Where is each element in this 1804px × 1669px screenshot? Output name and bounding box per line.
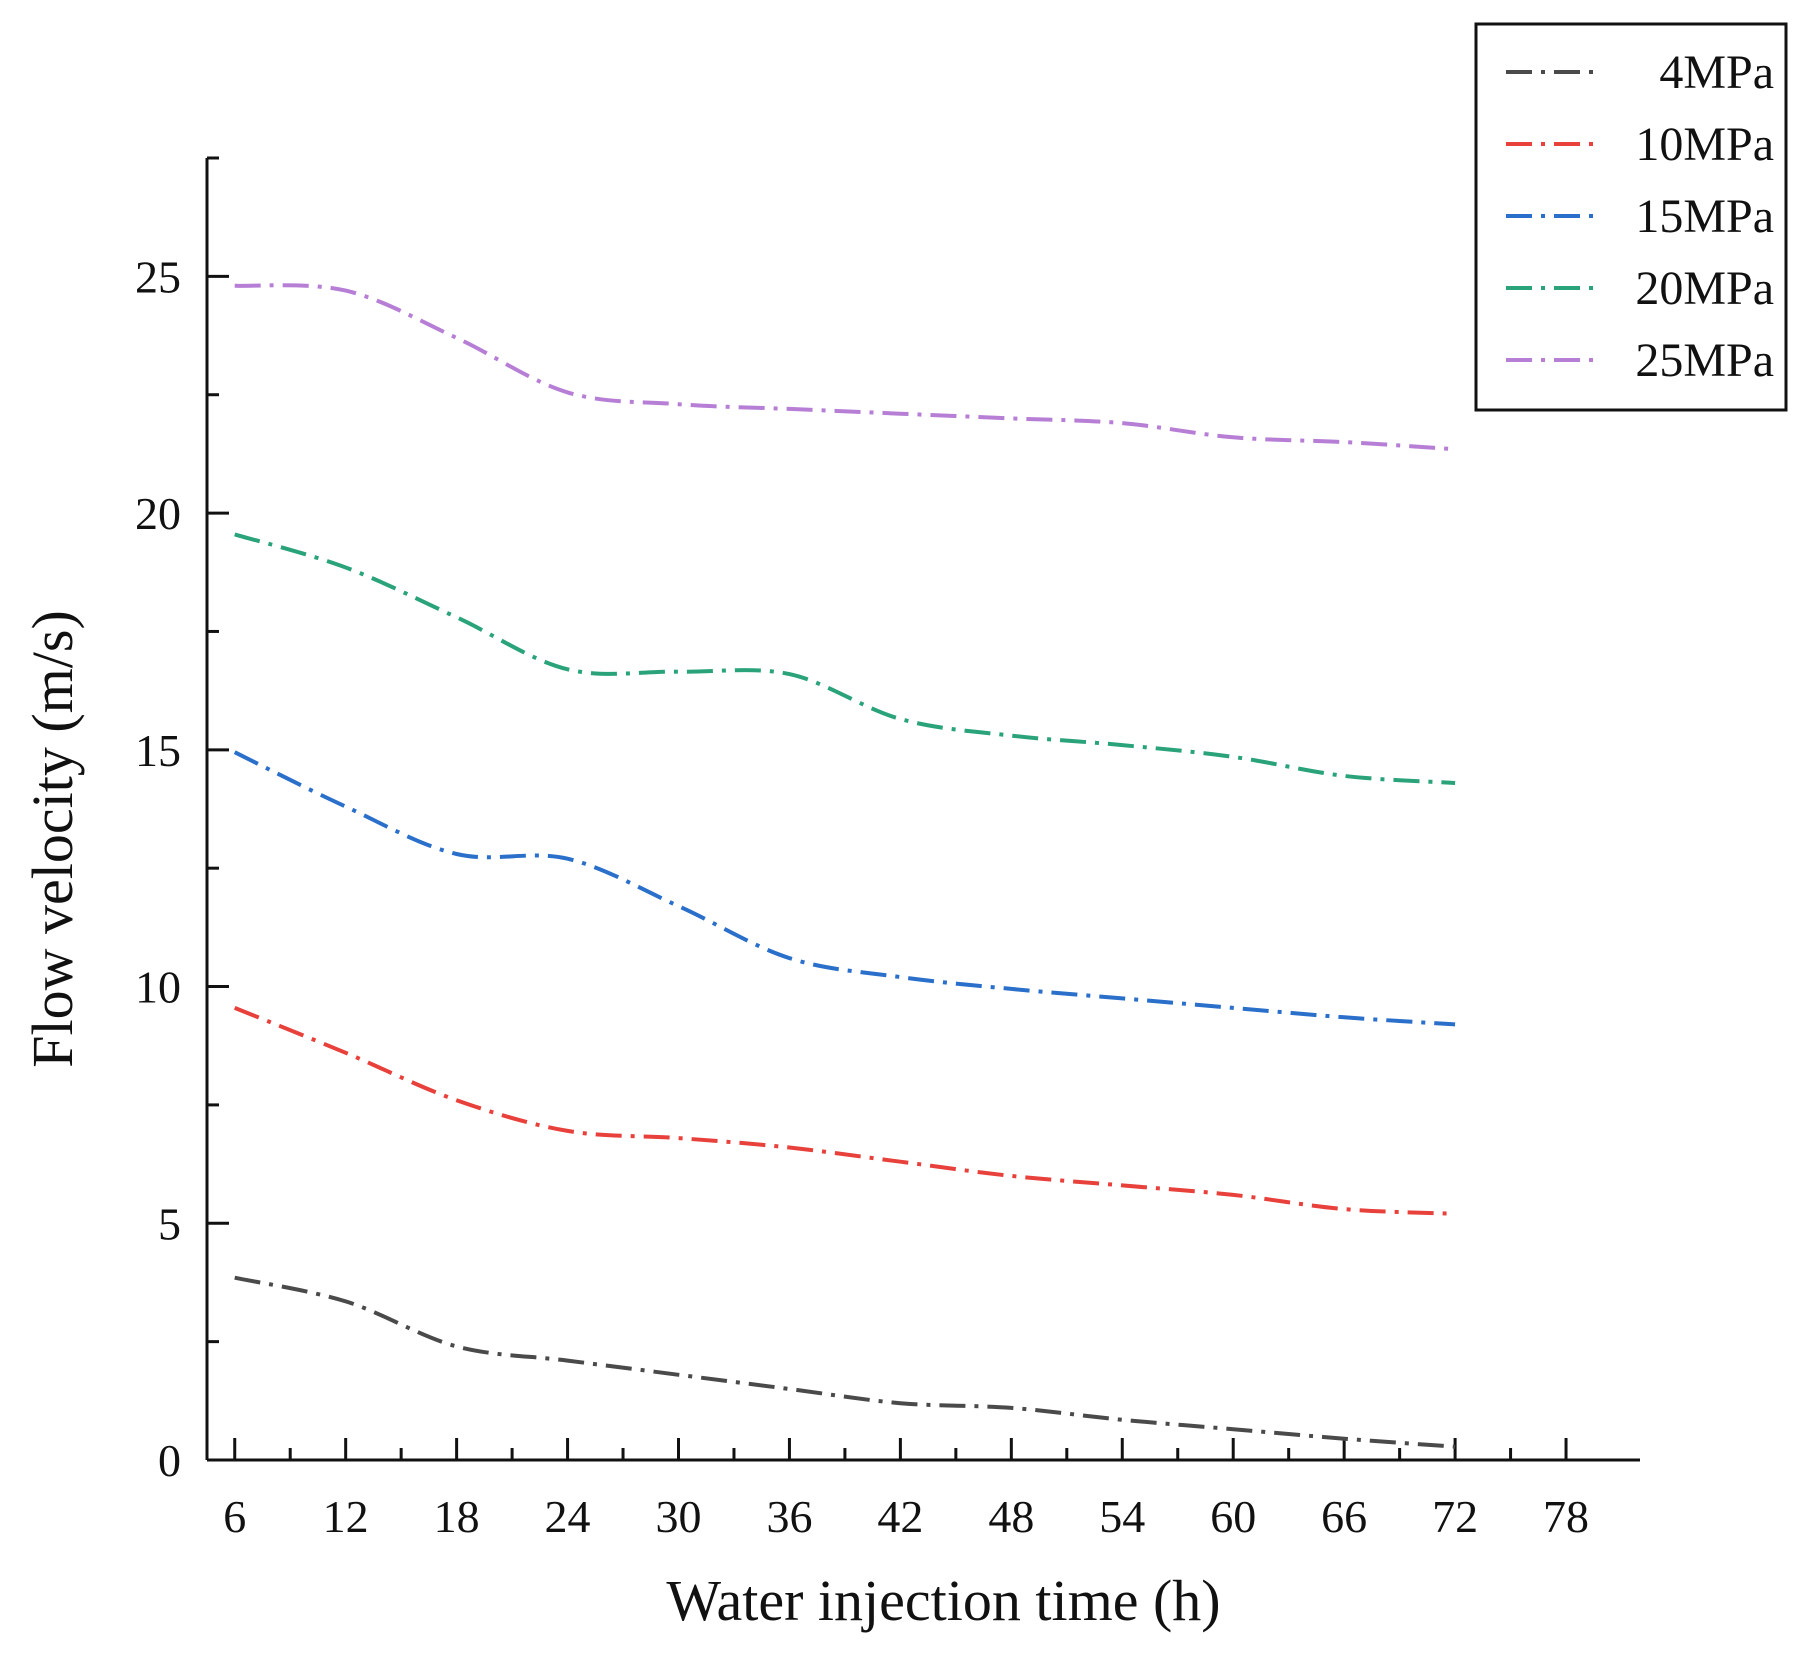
y-tick-label: 25 — [135, 251, 181, 302]
x-tick-label: 12 — [323, 1491, 369, 1542]
x-tick-label: 6 — [223, 1491, 246, 1542]
series-line-25mpa — [234, 283, 1456, 452]
x-tick-label: 72 — [1432, 1491, 1478, 1542]
x-tick-label: 36 — [766, 1491, 812, 1542]
legend-label-15mpa: 15MPa — [1635, 190, 1774, 243]
x-tick-label: 30 — [656, 1491, 702, 1542]
x-tick-label: 60 — [1210, 1491, 1256, 1542]
series-line-20mpa — [234, 532, 1456, 785]
x-tick-label: 66 — [1321, 1491, 1367, 1542]
x-tick-label: 78 — [1543, 1491, 1589, 1542]
y-tick-label: 10 — [135, 962, 181, 1013]
series-line-4mpa — [234, 1275, 1456, 1449]
axes: 6 12 18 24 30 36 42 48 54 60 66 72 78 0 5 10 15 20 25 Water… — [20, 156, 1640, 1633]
x-tick-label: 42 — [877, 1491, 923, 1542]
x-tick-label: 54 — [1099, 1491, 1145, 1542]
series-lines — [233, 283, 1456, 1449]
series-line-10mpa — [233, 1006, 1456, 1216]
y-tick-label: 20 — [135, 488, 181, 539]
legend-label-25mpa: 25MPa — [1635, 334, 1774, 387]
x-tick-label: 48 — [988, 1491, 1034, 1542]
x-tick-label: 18 — [434, 1491, 480, 1542]
legend-label-20mpa: 20MPa — [1635, 262, 1774, 315]
y-tick-label: 0 — [158, 1435, 181, 1486]
series-line-15mpa — [233, 750, 1456, 1027]
y-axis-title: Flow velocity (m/s) — [20, 610, 85, 1068]
y-tick-label: 15 — [135, 725, 181, 776]
y-tick-label: 5 — [158, 1198, 181, 1249]
legend-label-4mpa: 4MPa — [1659, 46, 1774, 99]
legend: 4MPa 10MPa 15MPa 20MPa 25MPa — [1474, 22, 1788, 412]
legend-label-10mpa: 10MPa — [1635, 118, 1774, 171]
x-tick-label: 24 — [545, 1491, 591, 1542]
x-axis-title: Water injection time (h) — [666, 1568, 1220, 1633]
